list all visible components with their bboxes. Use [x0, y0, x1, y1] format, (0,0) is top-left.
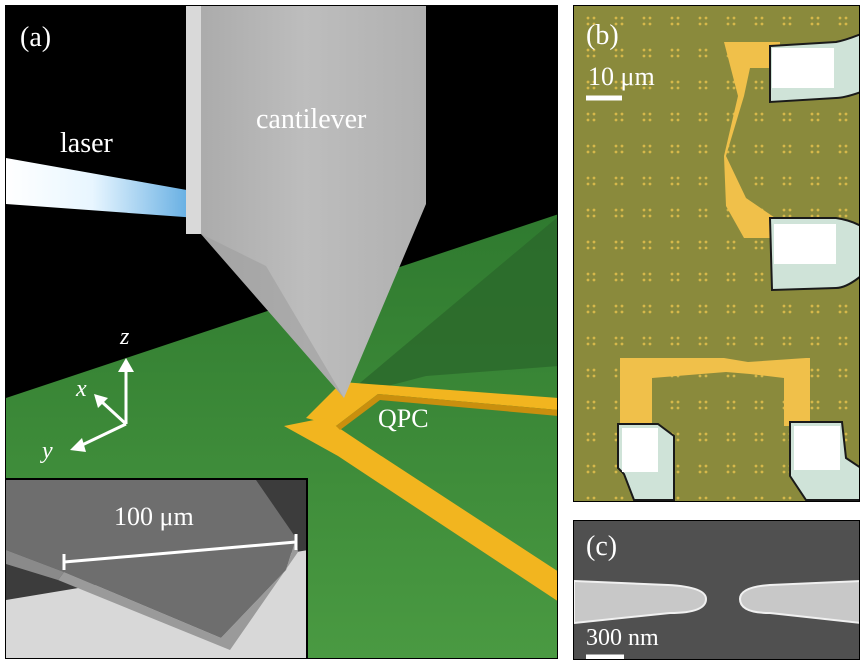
cantilever-body — [186, 6, 426, 398]
sem-qpc-graphic — [574, 521, 859, 659]
qpc-finger-right — [738, 580, 859, 624]
inset-cantilever-sem: 100 μm — [6, 478, 308, 658]
substrate-shadow-facet — [342, 217, 557, 398]
laser-label: laser — [60, 128, 113, 159]
panel-b-optical-micrograph: (b) 10 μm — [573, 5, 860, 502]
cantilever-tip-shade — [201, 234, 344, 398]
panel-c-label: (c) — [586, 531, 618, 562]
panel-a-label: (a) — [20, 22, 52, 53]
gate-upper-edge — [336, 394, 557, 430]
panel-a-afm-schematic: (a) cantilever laser QPC z x y 100 μm — [5, 5, 558, 659]
axis-y-label: y — [42, 438, 53, 464]
qpc-finger-left — [574, 579, 708, 625]
gold-gate-upper — [724, 42, 784, 238]
cantilever-side — [186, 6, 201, 234]
qpc-label: QPC — [378, 404, 429, 433]
cantilever-label: cantilever — [256, 104, 367, 135]
panel-c-sem-qpc: (c) 300 nm — [573, 520, 860, 660]
panel-b-label: (b) — [586, 20, 619, 51]
axis-z-label: z — [120, 324, 130, 350]
gate-lower — [284, 418, 557, 601]
optical-micrograph-graphic — [574, 6, 859, 501]
axis-triad — [70, 358, 134, 452]
panel-b-scale-label: 10 μm — [588, 62, 655, 91]
inset-sem-graphic — [6, 480, 306, 658]
gold-gate-lower — [620, 358, 810, 426]
axis-x-label: x — [76, 376, 87, 402]
panel-c-scale-label: 300 nm — [586, 625, 659, 651]
inset-scale-label: 100 μm — [114, 502, 194, 531]
gate-upper — [306, 382, 557, 426]
laser-beam — [6, 158, 198, 218]
